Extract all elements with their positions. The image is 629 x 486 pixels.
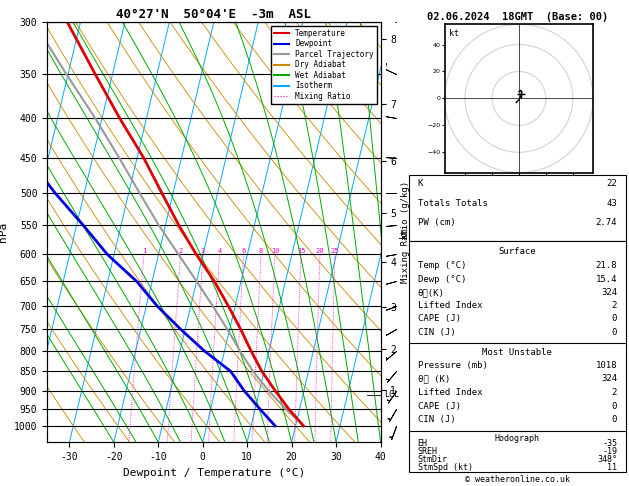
Text: Hodograph: Hodograph [495, 434, 540, 443]
Text: 0: 0 [612, 314, 617, 323]
Text: 02.06.2024  18GMT  (Base: 00): 02.06.2024 18GMT (Base: 00) [426, 12, 608, 22]
Text: Dewp (°C): Dewp (°C) [418, 275, 466, 284]
Text: 2: 2 [612, 388, 617, 397]
FancyBboxPatch shape [409, 343, 626, 433]
Text: 1: 1 [142, 248, 146, 255]
Text: 324: 324 [601, 374, 617, 383]
Text: Most Unstable: Most Unstable [482, 348, 552, 357]
Text: -19: -19 [602, 447, 617, 456]
Text: 324: 324 [601, 288, 617, 297]
Text: StmDir: StmDir [418, 455, 447, 464]
Text: Surface: Surface [499, 247, 536, 256]
Text: StmSpd (kt): StmSpd (kt) [418, 463, 472, 472]
Text: SREH: SREH [418, 447, 438, 456]
Text: 2.74: 2.74 [596, 218, 617, 227]
Text: θᴄ(K): θᴄ(K) [418, 288, 445, 297]
Text: EH: EH [418, 439, 428, 449]
Text: Lifted Index: Lifted Index [418, 301, 482, 310]
Text: 3: 3 [201, 248, 205, 255]
Text: CIN (J): CIN (J) [418, 415, 455, 424]
Text: 1018: 1018 [596, 361, 617, 370]
Text: Pressure (mb): Pressure (mb) [418, 361, 487, 370]
Text: 15: 15 [297, 248, 305, 255]
Text: 25: 25 [331, 248, 339, 255]
Title: 40°27'N  50°04'E  -3m  ASL: 40°27'N 50°04'E -3m ASL [116, 8, 311, 21]
X-axis label: Dewpoint / Temperature (°C): Dewpoint / Temperature (°C) [123, 468, 305, 478]
Text: 6: 6 [242, 248, 246, 255]
FancyBboxPatch shape [409, 241, 626, 345]
Y-axis label: km
ASL: km ASL [399, 223, 421, 241]
Text: K: K [418, 179, 423, 188]
Text: 2: 2 [179, 248, 182, 255]
Text: 21.8: 21.8 [596, 261, 617, 271]
Text: Totals Totals: Totals Totals [418, 199, 487, 208]
Text: 348°: 348° [597, 455, 617, 464]
Text: 43: 43 [606, 199, 617, 208]
Text: 22: 22 [606, 179, 617, 188]
Text: 10: 10 [270, 248, 279, 255]
Text: © weatheronline.co.uk: © weatheronline.co.uk [465, 474, 570, 484]
Text: Lifted Index: Lifted Index [418, 388, 482, 397]
Text: CIN (J): CIN (J) [418, 328, 455, 337]
Text: PW (cm): PW (cm) [418, 218, 455, 227]
Y-axis label: hPa: hPa [0, 222, 8, 242]
Text: 2: 2 [612, 301, 617, 310]
Text: LCL: LCL [384, 390, 399, 399]
Text: 11: 11 [607, 463, 617, 472]
Text: Mixing Ratio (g/kg): Mixing Ratio (g/kg) [401, 181, 410, 283]
Text: 8: 8 [259, 248, 263, 255]
Text: 4: 4 [218, 248, 221, 255]
Text: 0: 0 [612, 401, 617, 411]
Text: 20: 20 [316, 248, 324, 255]
Text: 0: 0 [612, 328, 617, 337]
Text: CAPE (J): CAPE (J) [418, 401, 460, 411]
Legend: Temperature, Dewpoint, Parcel Trajectory, Dry Adiabat, Wet Adiabat, Isotherm, Mi: Temperature, Dewpoint, Parcel Trajectory… [270, 26, 377, 104]
FancyBboxPatch shape [409, 431, 626, 472]
Text: θᴄ (K): θᴄ (K) [418, 374, 450, 383]
FancyBboxPatch shape [409, 175, 626, 241]
Text: 0: 0 [612, 415, 617, 424]
Text: kt: kt [449, 29, 459, 38]
Text: -35: -35 [602, 439, 617, 449]
Text: 15.4: 15.4 [596, 275, 617, 284]
Text: Temp (°C): Temp (°C) [418, 261, 466, 271]
Text: CAPE (J): CAPE (J) [418, 314, 460, 323]
